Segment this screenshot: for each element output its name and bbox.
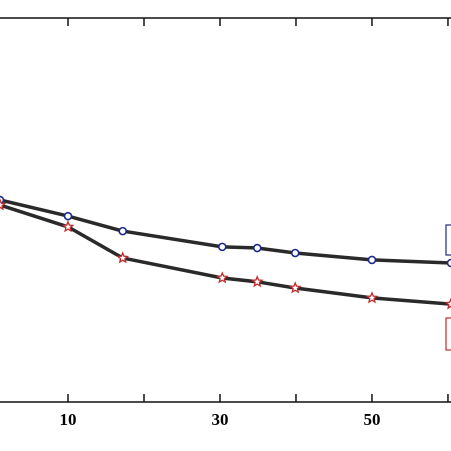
marker (217, 242, 227, 252)
marker (61, 220, 75, 233)
series-line (0, 203, 451, 306)
x-tick-label: 50 (363, 410, 380, 429)
series-line (0, 198, 451, 265)
marker (63, 211, 73, 221)
marker (446, 258, 451, 268)
marker (288, 281, 302, 294)
x-tick-label: 30 (211, 410, 228, 429)
marker (250, 275, 264, 288)
marker (118, 226, 128, 236)
legend-box (445, 224, 451, 256)
x-tick-label: 10 (60, 410, 77, 429)
marker (0, 198, 7, 211)
marker (290, 248, 300, 258)
marker (367, 255, 377, 265)
marker (252, 243, 262, 253)
marker (116, 251, 130, 264)
marker (444, 297, 451, 310)
marker (365, 291, 379, 304)
legend-box (445, 317, 451, 351)
marker (215, 271, 229, 284)
